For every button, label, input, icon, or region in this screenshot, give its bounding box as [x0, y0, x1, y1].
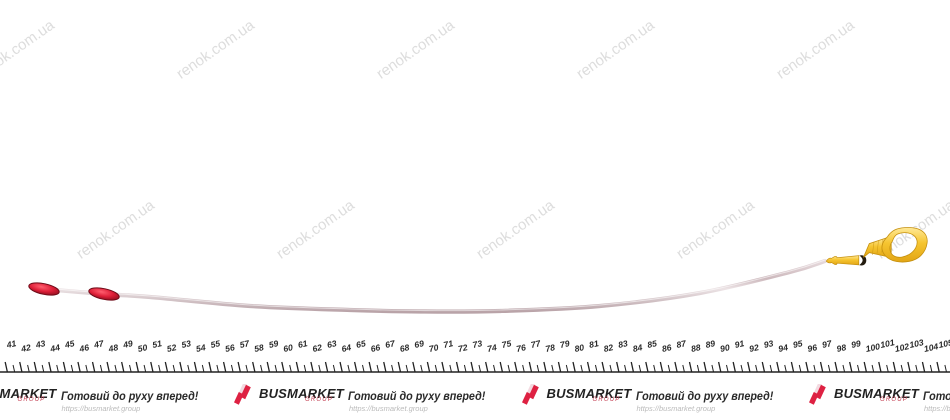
svg-text:75: 75 [501, 338, 513, 350]
svg-text:73: 73 [472, 338, 484, 350]
svg-text:70: 70 [428, 342, 440, 354]
svg-text:44: 44 [48, 342, 61, 354]
svg-text:65: 65 [355, 338, 367, 350]
svg-text:56: 56 [224, 342, 236, 354]
svg-text:71: 71 [443, 338, 455, 350]
svg-text:69: 69 [413, 338, 425, 350]
svg-text:99: 99 [850, 338, 862, 350]
svg-text:90: 90 [719, 342, 731, 354]
svg-text:93: 93 [763, 338, 775, 350]
svg-text:77: 77 [530, 338, 543, 350]
svg-text:72: 72 [457, 342, 469, 354]
svg-text:95: 95 [792, 338, 804, 350]
svg-text:50: 50 [137, 342, 149, 354]
svg-text:61: 61 [297, 338, 309, 350]
svg-text:82: 82 [603, 342, 615, 354]
svg-text:43: 43 [34, 338, 47, 350]
svg-text:87: 87 [675, 338, 688, 350]
svg-text:98: 98 [836, 342, 848, 354]
svg-text:68: 68 [399, 342, 411, 354]
svg-text:60: 60 [282, 342, 294, 354]
svg-text:42: 42 [19, 342, 32, 354]
svg-text:41: 41 [5, 338, 18, 350]
svg-text:89: 89 [705, 338, 717, 350]
svg-text:55: 55 [210, 338, 222, 350]
svg-text:53: 53 [180, 338, 192, 350]
svg-text:94: 94 [777, 342, 789, 354]
svg-text:54: 54 [195, 342, 207, 354]
svg-text:45: 45 [63, 338, 76, 350]
svg-text:47: 47 [92, 338, 106, 350]
svg-text:48: 48 [107, 342, 120, 354]
svg-text:96: 96 [807, 342, 819, 354]
svg-text:84: 84 [632, 342, 644, 354]
svg-text:51: 51 [151, 338, 163, 350]
svg-text:105: 105 [938, 337, 950, 350]
svg-text:88: 88 [690, 342, 702, 354]
svg-text:62: 62 [311, 342, 323, 354]
svg-text:80: 80 [574, 342, 586, 354]
svg-text:97: 97 [821, 338, 834, 350]
svg-text:52: 52 [166, 342, 178, 354]
svg-text:67: 67 [384, 338, 397, 350]
svg-text:74: 74 [486, 342, 498, 354]
svg-text:86: 86 [661, 342, 673, 354]
svg-text:64: 64 [341, 342, 353, 354]
svg-text:81: 81 [588, 338, 600, 350]
svg-text:85: 85 [646, 338, 658, 350]
svg-text:100: 100 [865, 341, 881, 354]
svg-text:91: 91 [734, 338, 746, 350]
svg-text:83: 83 [617, 338, 629, 350]
svg-text:76: 76 [515, 342, 527, 354]
svg-text:102: 102 [894, 341, 910, 354]
svg-text:57: 57 [239, 338, 252, 350]
svg-text:59: 59 [268, 338, 280, 350]
svg-text:92: 92 [748, 342, 760, 354]
svg-text:49: 49 [121, 338, 134, 350]
svg-text:58: 58 [253, 342, 265, 354]
svg-text:63: 63 [326, 338, 338, 350]
svg-text:104: 104 [923, 341, 939, 354]
svg-text:46: 46 [78, 342, 91, 354]
svg-text:78: 78 [544, 342, 556, 354]
svg-text:66: 66 [370, 342, 382, 354]
svg-text:79: 79 [559, 338, 571, 350]
